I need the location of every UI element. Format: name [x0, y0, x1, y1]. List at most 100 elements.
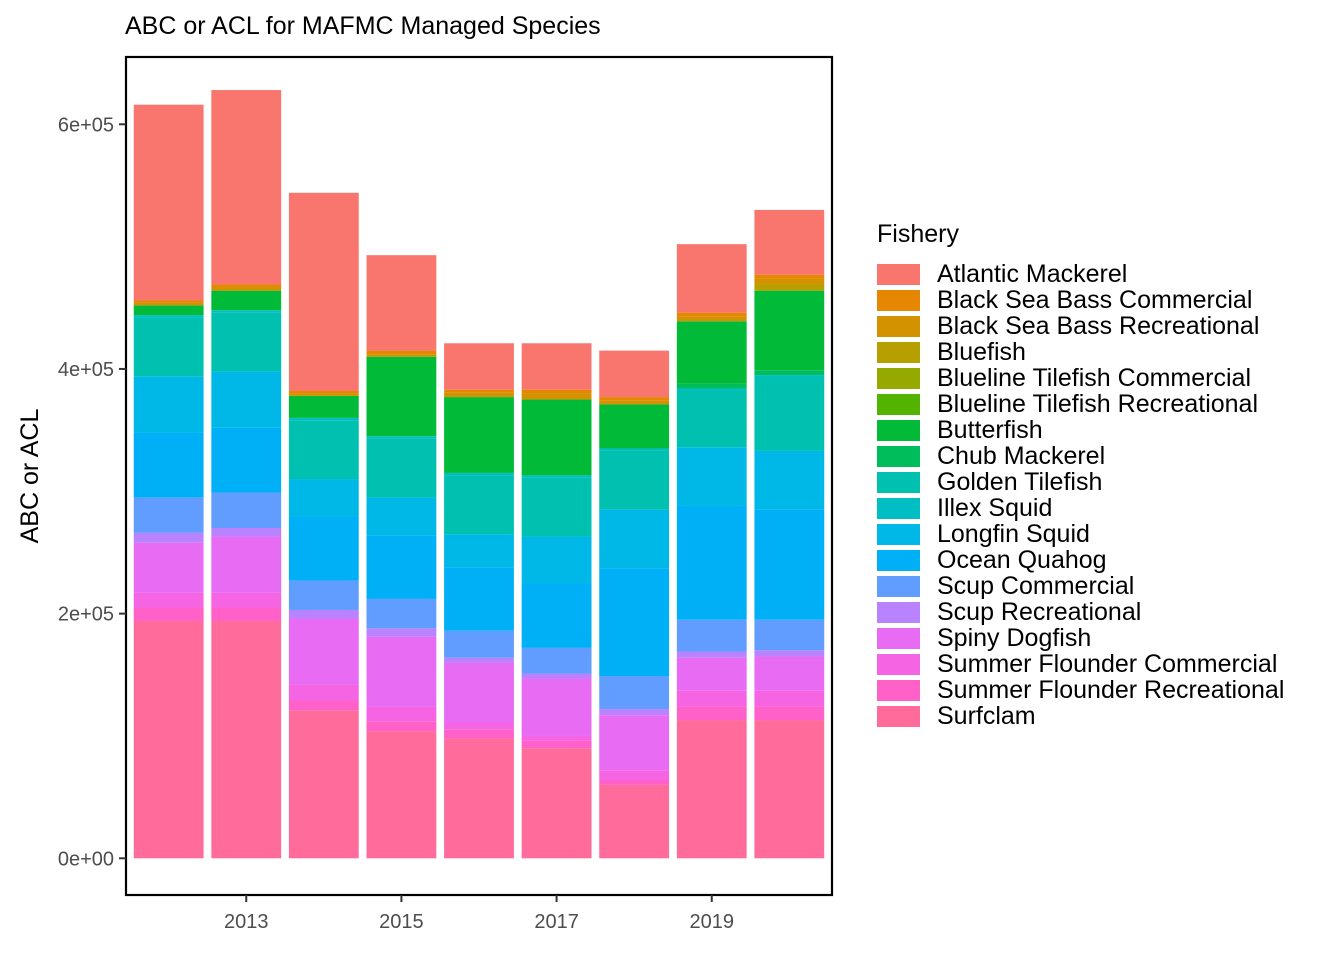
- bar-segment: [133, 607, 204, 621]
- legend-swatch: [877, 575, 920, 597]
- bar-segment: [521, 583, 592, 648]
- x-tick-label: 2015: [379, 911, 424, 933]
- bar-segment: [754, 650, 825, 657]
- bar-segment: [444, 662, 514, 723]
- legend-item: Atlantic Mackerel: [877, 261, 1284, 287]
- bar-segment: [676, 312, 747, 317]
- legend-item: Golden Tilefish: [877, 469, 1284, 495]
- bar-segment: [521, 735, 592, 741]
- legend-swatch: [877, 627, 920, 649]
- bar-segment: [676, 388, 747, 391]
- bar-segment: [366, 438, 437, 498]
- bar-segment: [754, 690, 825, 707]
- bar-segment: [754, 509, 825, 620]
- bar-segment: [211, 536, 282, 593]
- legend-swatch: [877, 653, 920, 675]
- bar-segment: [599, 400, 670, 405]
- bar-segment: [676, 244, 747, 313]
- bar-segment: [754, 377, 825, 451]
- bar-segment: [521, 393, 592, 400]
- bar-segment: [211, 492, 282, 528]
- bar-segment: [599, 770, 670, 781]
- bar-segment: [521, 477, 592, 537]
- legend-label: Summer Flounder Commercial: [937, 650, 1278, 678]
- bar-segment: [366, 356, 437, 437]
- bar-segment: [133, 302, 204, 306]
- bar-segment: [754, 278, 825, 285]
- bar-segment: [521, 389, 592, 394]
- legend-label: Black Sea Bass Recreational: [937, 312, 1260, 340]
- bar-segment: [676, 316, 747, 322]
- legend-label: Atlantic Mackerel: [937, 260, 1128, 288]
- legend-label: Blueline Tilefish Recreational: [937, 390, 1259, 418]
- bar-segment: [521, 343, 592, 390]
- bar-segment: [366, 535, 437, 599]
- bar-segment: [599, 350, 670, 398]
- bar-segment: [211, 312, 282, 372]
- plot-panel-border: [124, 55, 834, 897]
- legend-swatch: [877, 471, 920, 493]
- bar-segment: [133, 104, 204, 301]
- bar-segment: [676, 505, 747, 620]
- bar-segment: [366, 354, 437, 357]
- bar-segment: [288, 618, 359, 685]
- legend-label: Butterfish: [937, 416, 1043, 444]
- bar-segment: [676, 390, 747, 448]
- bar-segment: [366, 255, 437, 351]
- bar-segment: [211, 290, 282, 311]
- y-axis-label: ABC or ACL: [16, 409, 44, 544]
- bar-segment: [754, 450, 825, 510]
- y-axis: 0e+00 2e+05 4e+05 6e+05: [58, 114, 126, 870]
- bar-segment: [599, 509, 670, 569]
- bar-segment: [444, 657, 514, 663]
- legend-item: Scup Commercial: [877, 573, 1284, 599]
- bar-segment: [444, 722, 514, 730]
- legend-label: Longfin Squid: [937, 520, 1090, 548]
- bar-segment: [288, 192, 359, 391]
- x-tick-label: 2013: [224, 911, 269, 933]
- bar-segment: [288, 393, 359, 396]
- bar-segment: [521, 536, 592, 584]
- bar-segment: [366, 598, 437, 629]
- bar-segment: [676, 690, 747, 707]
- bar-segment: [599, 709, 670, 716]
- legend-item: Spiny Dogfish: [877, 625, 1284, 651]
- bar-segment: [521, 475, 592, 478]
- bar-segment: [133, 532, 204, 543]
- bar-segment: [133, 542, 204, 593]
- bar-segment: [133, 432, 204, 498]
- bar-segment: [599, 448, 670, 451]
- bar-segment: [133, 300, 204, 303]
- bar-segment: [366, 731, 437, 859]
- bar-segment: [211, 620, 282, 859]
- bar-segment: [444, 389, 514, 393]
- bar-segment: [599, 568, 670, 677]
- bar-segment: [133, 305, 204, 316]
- bar-segment: [211, 592, 282, 608]
- bar-segment: [444, 475, 514, 535]
- legend-label: Golden Tilefish: [937, 468, 1103, 496]
- bar-segment: [676, 321, 747, 384]
- legend-label: Black Sea Bass Commercial: [937, 286, 1253, 314]
- bar-segment: [211, 371, 282, 428]
- legend-label: Blueline Tilefish Commercial: [937, 364, 1252, 392]
- legend-item: Bluefish: [877, 339, 1284, 365]
- bar-segment: [599, 397, 670, 401]
- bar-segment: [521, 647, 592, 674]
- y-tick-label: 0e+00: [58, 848, 114, 870]
- y-tick-label: 4e+05: [58, 359, 114, 381]
- bar-segment: [211, 427, 282, 493]
- bars-layer: [133, 90, 825, 859]
- legend-swatch: [877, 341, 920, 363]
- bar-segment: [366, 721, 437, 732]
- bar-segment: [444, 397, 514, 473]
- legend: Fishery Atlantic Mackerel Black Sea Bass …: [877, 220, 1284, 729]
- bar-segment: [366, 436, 437, 439]
- bar-segment: [754, 274, 825, 279]
- bar-segment: [754, 619, 825, 651]
- bar-segment: [444, 472, 514, 476]
- bar-segment: [754, 209, 825, 275]
- legend-label: Scup Commercial: [937, 572, 1135, 600]
- legend-label: Bluefish: [937, 338, 1026, 366]
- legend-item: Summer Flounder Commercial: [877, 651, 1284, 677]
